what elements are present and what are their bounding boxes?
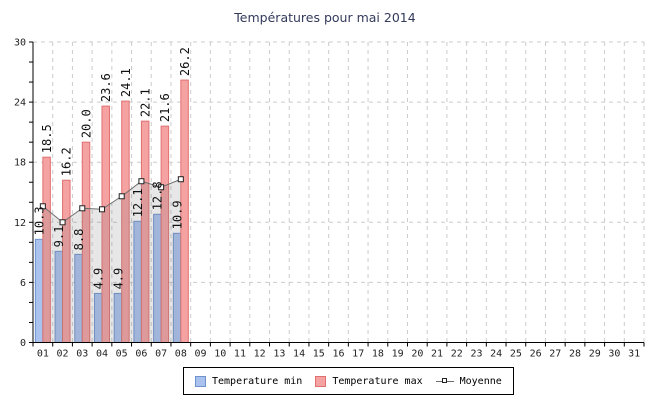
- moyenne-marker-05: [118, 193, 125, 200]
- value-label-max-07: 21.6: [158, 93, 172, 122]
- y-tick-label: 0: [20, 338, 26, 349]
- y-tick-label: 12: [14, 218, 26, 229]
- line-marker-icon: [435, 376, 454, 387]
- x-tick-label-25: 25: [510, 349, 522, 360]
- x-tick-label-11: 11: [234, 349, 246, 360]
- moyenne-marker-03: [79, 205, 86, 212]
- value-label-min-02: 9.1: [52, 226, 66, 248]
- value-label-min-04: 4.9: [92, 268, 106, 290]
- x-tick-label-10: 10: [214, 349, 226, 360]
- x-tick-label-01: 01: [37, 349, 49, 360]
- x-tick-label-17: 17: [352, 349, 364, 360]
- x-tick-label-29: 29: [589, 349, 601, 360]
- legend-item-temperature-max: Temperature max: [315, 375, 423, 387]
- legend-item-temperature-min: Temperature min: [195, 375, 303, 387]
- y-tick-label: 24: [14, 98, 26, 109]
- value-label-min-07: 12.8: [151, 181, 165, 210]
- x-tick-label-20: 20: [411, 349, 423, 360]
- x-tick-label-15: 15: [313, 349, 325, 360]
- x-tick-label-16: 16: [332, 349, 344, 360]
- value-label-max-01: 18.5: [40, 124, 54, 153]
- moyenne-marker-06: [138, 178, 145, 185]
- x-tick-label-19: 19: [392, 349, 404, 360]
- moyenne-area: [42, 179, 181, 343]
- x-tick-label-18: 18: [372, 349, 384, 360]
- chart-title: Températures pour mai 2014: [234, 10, 416, 25]
- x-tick-label-31: 31: [628, 349, 640, 360]
- x-tick-label-27: 27: [549, 349, 561, 360]
- x-tick-label-06: 06: [135, 349, 147, 360]
- legend-label-temperature-max: Temperature max: [332, 375, 423, 387]
- value-label-min-01: 10.3: [32, 206, 46, 235]
- moyenne-line: [42, 178, 182, 223]
- x-tick-label-30: 30: [608, 349, 620, 360]
- x-tick-label-22: 22: [451, 349, 463, 360]
- x-tick-label-08: 08: [175, 349, 187, 360]
- x-tick-label-24: 24: [490, 349, 502, 360]
- value-label-min-05: 4.9: [111, 268, 125, 290]
- x-tick-label-02: 02: [57, 349, 69, 360]
- value-label-min-06: 12.1: [131, 188, 145, 217]
- x-tick-label-04: 04: [96, 349, 108, 360]
- temperature-min-swatch-icon: [195, 375, 206, 387]
- legend-item-moyenne: Moyenne: [435, 375, 502, 387]
- x-tick-label-26: 26: [530, 349, 542, 360]
- value-label-max-08: 26.2: [178, 47, 192, 76]
- moyenne-marker-01: [39, 203, 46, 210]
- legend-label-moyenne: Moyenne: [459, 375, 502, 387]
- y-tick-label: 30: [14, 38, 26, 49]
- x-tick-label-05: 05: [116, 349, 128, 360]
- x-tick-label-09: 09: [195, 349, 207, 360]
- x-tick-label-07: 07: [155, 349, 167, 360]
- legend-label-temperature-min: Temperature min: [212, 375, 303, 387]
- value-label-max-04: 23.6: [99, 73, 113, 102]
- x-tick-label-23: 23: [470, 349, 482, 360]
- x-tick-label-14: 14: [293, 349, 305, 360]
- bar-min-01: [34, 238, 44, 344]
- value-label-max-05: 24.1: [119, 68, 133, 97]
- value-label-min-03: 8.8: [72, 229, 86, 251]
- value-label-max-03: 20.0: [79, 109, 93, 138]
- value-label-max-06: 22.1: [138, 88, 152, 117]
- x-tick-label-28: 28: [569, 349, 581, 360]
- moyenne-marker-02: [59, 219, 66, 226]
- x-tick-label-13: 13: [273, 349, 285, 360]
- y-tick-label: 18: [14, 158, 26, 169]
- legend: Temperature min Temperature max Moyenne: [183, 367, 514, 395]
- value-label-min-08: 10.9: [170, 200, 184, 229]
- x-tick-label-12: 12: [254, 349, 266, 360]
- x-tick-label-21: 21: [431, 349, 443, 360]
- value-label-max-02: 16.2: [60, 147, 74, 176]
- x-tick-label-03: 03: [76, 349, 88, 360]
- temperature-max-swatch-icon: [315, 375, 327, 387]
- y-tick-label: 6: [20, 278, 26, 289]
- moyenne-marker-08: [177, 176, 184, 183]
- moyenne-marker-04: [98, 206, 105, 213]
- moyenne-marker-07: [158, 184, 165, 191]
